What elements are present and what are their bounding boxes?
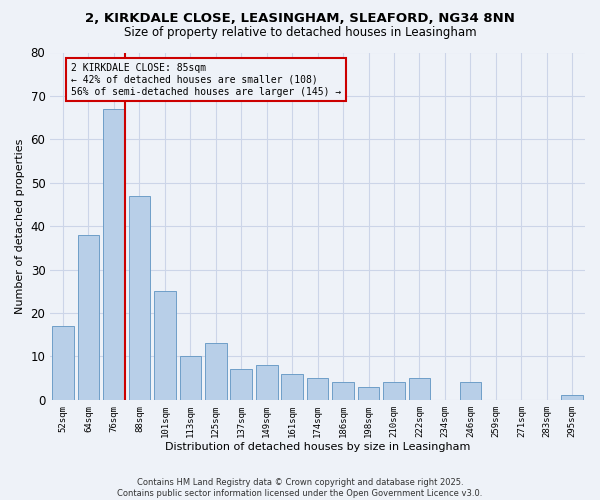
Bar xyxy=(230,370,252,400)
Bar xyxy=(358,387,379,400)
Text: Contains HM Land Registry data © Crown copyright and database right 2025.
Contai: Contains HM Land Registry data © Crown c… xyxy=(118,478,482,498)
Bar xyxy=(179,356,201,400)
Y-axis label: Number of detached properties: Number of detached properties xyxy=(15,138,25,314)
Bar xyxy=(77,235,100,400)
Bar xyxy=(52,326,74,400)
Bar xyxy=(154,292,176,400)
X-axis label: Distribution of detached houses by size in Leasingham: Distribution of detached houses by size … xyxy=(165,442,470,452)
Bar xyxy=(460,382,481,400)
Text: 2 KIRKDALE CLOSE: 85sqm
← 42% of detached houses are smaller (108)
56% of semi-d: 2 KIRKDALE CLOSE: 85sqm ← 42% of detache… xyxy=(71,64,341,96)
Bar xyxy=(307,378,328,400)
Bar xyxy=(332,382,354,400)
Bar xyxy=(562,396,583,400)
Bar xyxy=(205,344,227,400)
Bar xyxy=(281,374,303,400)
Bar xyxy=(256,365,278,400)
Bar xyxy=(103,109,125,400)
Bar xyxy=(128,196,150,400)
Bar xyxy=(409,378,430,400)
Bar xyxy=(383,382,405,400)
Text: Size of property relative to detached houses in Leasingham: Size of property relative to detached ho… xyxy=(124,26,476,39)
Text: 2, KIRKDALE CLOSE, LEASINGHAM, SLEAFORD, NG34 8NN: 2, KIRKDALE CLOSE, LEASINGHAM, SLEAFORD,… xyxy=(85,12,515,26)
